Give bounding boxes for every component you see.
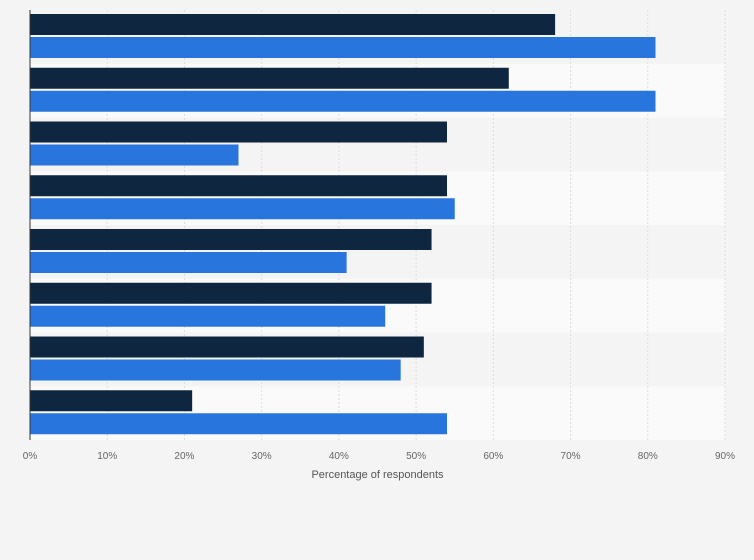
x-axis-title: Percentage of respondents — [311, 469, 444, 481]
x-tick-label: 30% — [252, 451, 272, 462]
x-tick-label: 50% — [406, 451, 426, 462]
bar-series-2 — [30, 305, 386, 327]
x-tick-label: 70% — [561, 451, 581, 462]
bar-series-1 — [30, 14, 556, 35]
bars — [30, 14, 656, 435]
bar-series-2 — [30, 198, 455, 220]
bar-series-2 — [30, 252, 347, 273]
x-tick-label: 0% — [23, 451, 38, 462]
bar-series-2 — [30, 359, 401, 381]
bar-series-1 — [30, 121, 447, 143]
x-tick-label: 40% — [329, 451, 349, 462]
bar-series-1 — [30, 229, 432, 250]
x-tick-label: 80% — [638, 451, 658, 462]
bar-series-2 — [30, 144, 239, 166]
bar-series-2 — [30, 90, 656, 112]
x-tick-label: 20% — [174, 451, 194, 462]
x-tick-label: 10% — [97, 451, 117, 462]
x-tick-labels: 0% 10% 20% 30% 40% 50% 60% 70% 80% 90% — [23, 451, 735, 462]
bar-series-1 — [30, 390, 193, 412]
bar-series-1 — [30, 175, 447, 197]
x-tick-label: 60% — [483, 451, 503, 462]
bar-series-1 — [30, 282, 432, 304]
bar-series-1 — [30, 67, 509, 89]
bar-series-2 — [30, 37, 656, 58]
bar-series-2 — [30, 413, 447, 435]
bar-series-1 — [30, 336, 424, 358]
x-tick-label: 90% — [715, 451, 735, 462]
